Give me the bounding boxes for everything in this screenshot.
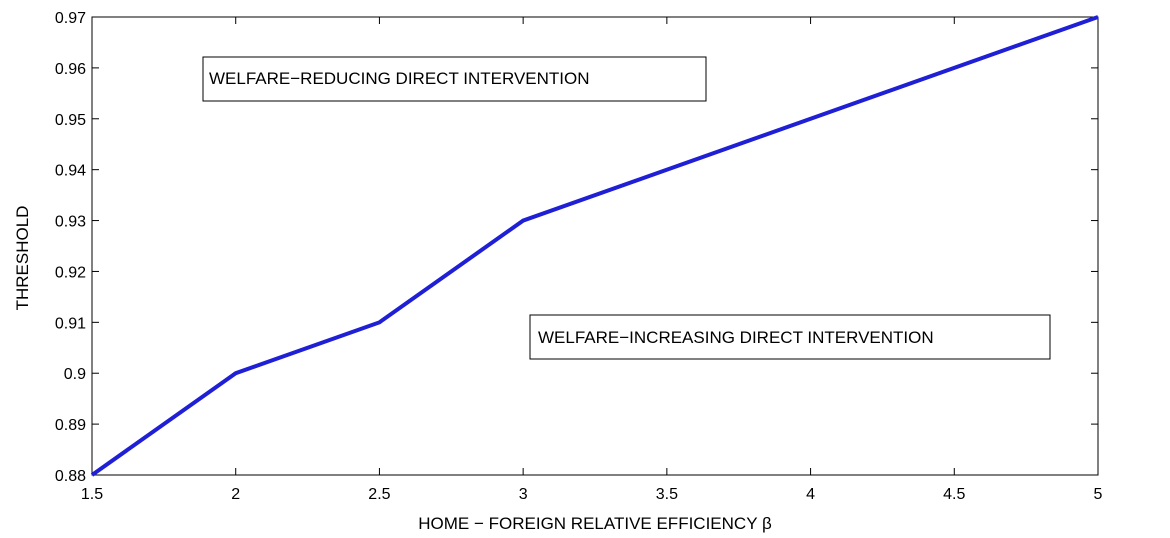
y-tick-label: 0.91: [55, 315, 86, 332]
annotation-text-reducing: WELFARE−REDUCING DIRECT INTERVENTION: [209, 69, 590, 88]
x-tick-label: 5: [1094, 486, 1103, 503]
x-axis-ticks: 1.5 2 2.5 3 3.5 4 4.5 5: [81, 17, 1103, 503]
x-axis-title: HOME − FOREIGN RELATIVE EFFICIENCY β: [418, 514, 772, 533]
series-layer: [90, 15, 1099, 477]
y-axis-ticks: 0.88 0.89 0.9 0.91 0.92 0.93 0.94 0.95 0.96 0.97: [55, 10, 1098, 485]
y-tick-label: 0.9: [64, 366, 86, 383]
y-axis-title: THRESHOLD: [13, 206, 32, 311]
data-point: [91, 474, 93, 476]
data-point: [522, 220, 524, 222]
data-point: [378, 321, 380, 323]
x-tick-label: 2: [231, 486, 240, 503]
x-tick-label: 3: [519, 486, 528, 503]
x-tick-label: 3.5: [656, 486, 678, 503]
data-point: [1097, 16, 1099, 18]
y-tick-label: 0.97: [55, 10, 86, 27]
y-tick-label: 0.95: [55, 112, 86, 129]
y-tick-label: 0.94: [55, 163, 86, 180]
y-tick-label: 0.93: [55, 214, 86, 231]
annotation-box-reducing: [202, 56, 707, 102]
x-tick-label: 1.5: [81, 486, 103, 503]
annotation-welfare-increasing: WELFARE−INCREASING DIRECT INTERVENTION: [529, 314, 1051, 360]
y-tick-label: 0.89: [55, 417, 86, 434]
x-tick-label: 4: [806, 486, 815, 503]
data-point: [235, 372, 237, 374]
x-tick-label: 2.5: [368, 486, 390, 503]
y-tick-label: 0.88: [55, 468, 86, 485]
annotation-text-increasing: WELFARE−INCREASING DIRECT INTERVENTION: [538, 328, 934, 347]
annotation-box-increasing: [529, 314, 1051, 360]
x-tick-label: 4.5: [943, 486, 965, 503]
annotation-welfare-reducing: WELFARE−REDUCING DIRECT INTERVENTION: [202, 56, 707, 102]
y-tick-label: 0.96: [55, 61, 86, 78]
y-tick-label: 0.92: [55, 264, 86, 281]
